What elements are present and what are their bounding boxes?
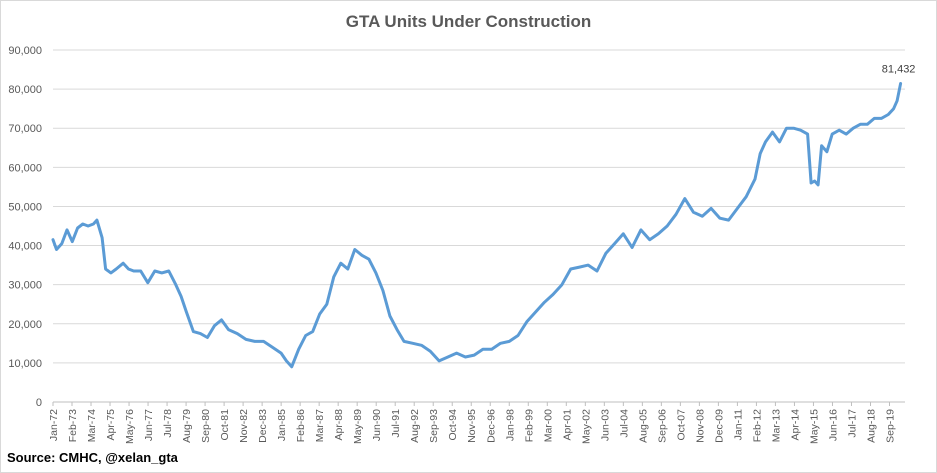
x-tick-label: Oct-81 bbox=[219, 409, 231, 441]
x-tick-label: Sep-80 bbox=[200, 409, 212, 443]
x-tick-label: Nov-08 bbox=[694, 409, 706, 443]
y-tick-label: 90,000 bbox=[8, 45, 42, 57]
x-tick-label: Mar-13 bbox=[770, 409, 782, 442]
x-tick-label: Mar-00 bbox=[542, 409, 554, 442]
x-tick-label: Jul-91 bbox=[390, 409, 402, 438]
chart-title: GTA Units Under Construction bbox=[345, 12, 592, 31]
x-tick-label: Jun-90 bbox=[371, 409, 383, 441]
x-tick-label: Mar-74 bbox=[86, 409, 98, 442]
x-tick-label: Jan-72 bbox=[48, 409, 60, 441]
series-line bbox=[51, 82, 903, 369]
x-tick-label: Jan-85 bbox=[276, 409, 288, 441]
x-tick-label: Feb-73 bbox=[67, 409, 79, 442]
data-labels: 81,432 bbox=[882, 64, 916, 76]
source-note: Source: CMHC, @xelan_gta bbox=[7, 450, 178, 465]
x-tick-label: Oct-94 bbox=[447, 409, 459, 441]
x-tick-label: May-76 bbox=[124, 409, 136, 444]
x-tick-label: Nov-82 bbox=[238, 409, 250, 443]
x-tick-label: Dec-09 bbox=[713, 409, 725, 443]
x-tick-label: Sep-06 bbox=[656, 409, 668, 443]
data-label: 81,432 bbox=[882, 64, 916, 76]
x-tick-label: Dec-83 bbox=[257, 409, 269, 443]
x-tick-label: Nov-95 bbox=[466, 409, 478, 443]
x-tick-label: Jan-98 bbox=[504, 409, 516, 441]
x-tick-label: Feb-99 bbox=[523, 409, 535, 442]
x-tick-label: Apr-75 bbox=[105, 409, 117, 441]
y-tick-label: 30,000 bbox=[8, 280, 42, 292]
gridlines bbox=[53, 49, 905, 403]
y-tick-label: 0 bbox=[36, 397, 42, 409]
y-axis-ticks: 0 10,000 20,000 30,000 40,000 50,000 60,000 70,… bbox=[8, 45, 42, 409]
x-tick-label: Aug-18 bbox=[865, 409, 877, 443]
x-tick-label: Jul-78 bbox=[162, 409, 174, 438]
x-tick-label: Feb-12 bbox=[751, 409, 763, 442]
x-tick-label: Apr-01 bbox=[561, 409, 573, 441]
x-tick-label: Jun-77 bbox=[143, 409, 155, 441]
x-tick-label: Sep-93 bbox=[428, 409, 440, 443]
x-tick-label: Jan-11 bbox=[732, 409, 744, 440]
x-tick-label: Oct-07 bbox=[675, 409, 687, 441]
x-tick-label: Sep-19 bbox=[884, 409, 896, 443]
y-tick-label: 10,000 bbox=[8, 358, 42, 370]
x-tick-label: Feb-86 bbox=[295, 409, 307, 442]
x-tick-label: Aug-79 bbox=[181, 409, 193, 443]
x-tick-label: Jul-04 bbox=[618, 409, 630, 438]
x-tick-label: May-02 bbox=[580, 409, 592, 444]
y-tick-label: 50,000 bbox=[8, 201, 42, 213]
x-tick-label: Mar-87 bbox=[314, 409, 326, 442]
x-tick-label: Dec-96 bbox=[485, 409, 497, 443]
y-tick-label: 40,000 bbox=[8, 241, 42, 253]
x-tick-label: Apr-88 bbox=[333, 409, 345, 441]
x-axis-ticks: Jan-72 Feb-73 Mar-74 Apr-75 May-76 Jun-77 Jul-… bbox=[48, 402, 896, 444]
y-tick-label: 20,000 bbox=[8, 319, 42, 331]
series-group bbox=[51, 82, 903, 369]
x-tick-label: May-15 bbox=[808, 409, 820, 444]
x-tick-label: Apr-14 bbox=[789, 409, 801, 441]
y-tick-label: 70,000 bbox=[8, 123, 42, 135]
y-tick-label: 60,000 bbox=[8, 162, 42, 174]
x-tick-label: Aug-92 bbox=[409, 409, 421, 443]
x-tick-label: May-89 bbox=[352, 409, 364, 444]
x-tick-label: Jun-03 bbox=[599, 409, 611, 441]
y-tick-label: 80,000 bbox=[8, 84, 42, 96]
x-tick-label: Jun-16 bbox=[827, 409, 839, 441]
x-tick-label: Jul-17 bbox=[846, 409, 858, 438]
x-tick-label: Aug-05 bbox=[637, 409, 649, 443]
